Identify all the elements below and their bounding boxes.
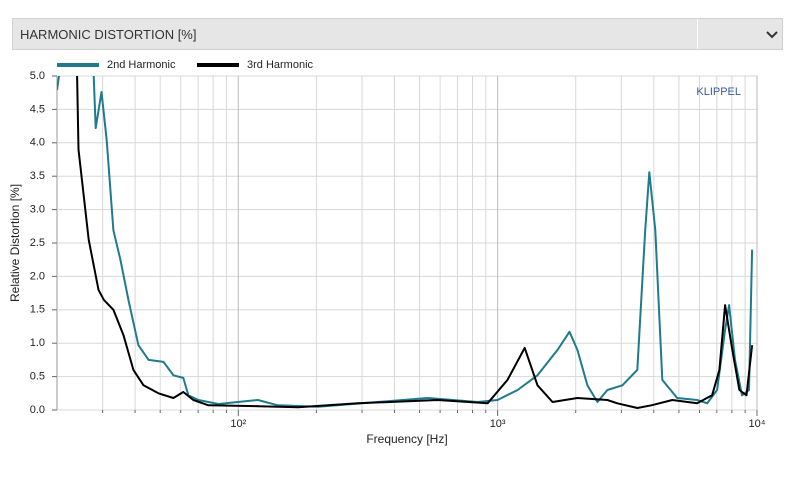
x-tick-label: 10² xyxy=(230,418,246,430)
panel-title: HARMONIC DISTORTION [%] xyxy=(20,27,197,42)
collapse-chevron[interactable] xyxy=(765,30,779,40)
y-tick-label: 2.5 xyxy=(30,237,45,249)
x-tick-label: 10⁴ xyxy=(749,418,766,430)
y-tick-label: 3.5 xyxy=(30,170,45,182)
series-group xyxy=(57,76,754,409)
y-tick-label: 3.0 xyxy=(30,204,45,216)
panel-header: HARMONIC DISTORTION [%] xyxy=(12,18,783,50)
y-axis-label: Relative Distortion [%] xyxy=(8,184,22,302)
y-tick-label: 4.0 xyxy=(30,137,45,149)
divider xyxy=(697,19,698,49)
y-tick-label: 0.0 xyxy=(30,404,45,416)
y-tick-label: 5.0 xyxy=(30,70,45,82)
annotation: KLIPPEL xyxy=(696,86,741,98)
x-tick-label: 10³ xyxy=(490,418,506,430)
legend-label: 2nd Harmonic xyxy=(107,59,176,71)
y-tick-label: 1.5 xyxy=(30,304,45,316)
y-tick-label: 4.5 xyxy=(30,103,45,115)
y-tick-label: 0.5 xyxy=(30,371,45,383)
y-tick-label: 1.0 xyxy=(30,337,45,349)
y-tick-label: 2.0 xyxy=(30,270,45,282)
grid xyxy=(57,75,758,411)
series-line xyxy=(76,76,754,409)
legend-label: 3rd Harmonic xyxy=(247,59,314,71)
x-axis-label: Frequency [Hz] xyxy=(366,432,447,446)
